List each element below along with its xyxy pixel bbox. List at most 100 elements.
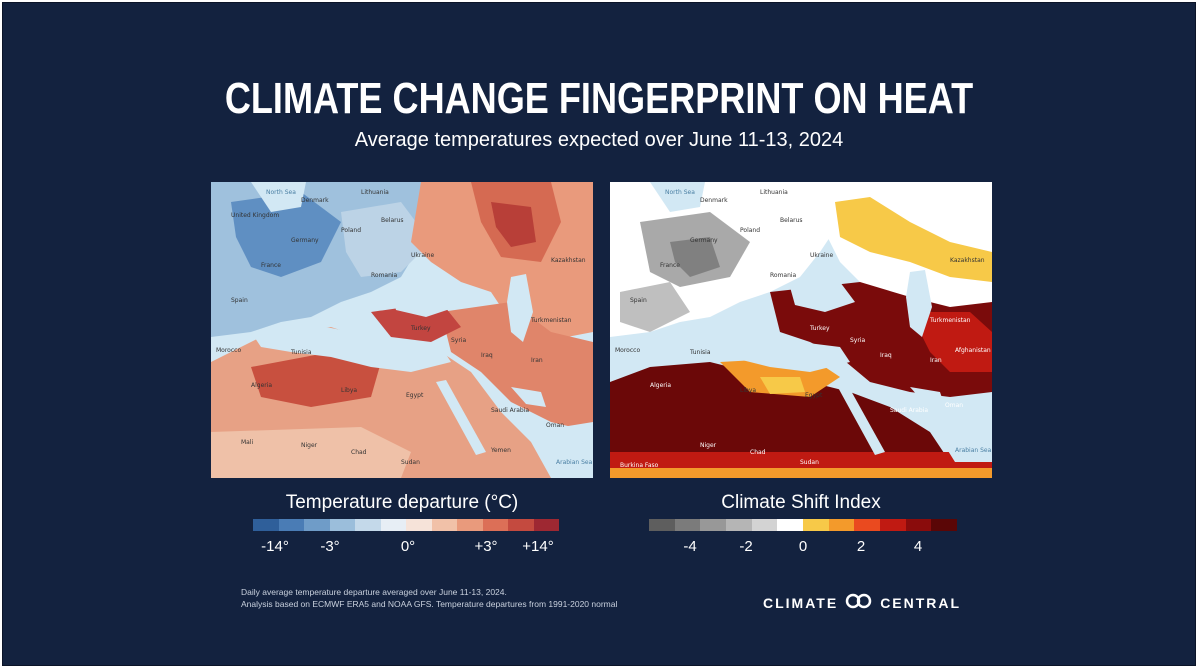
svg-text:Germany: Germany: [291, 237, 319, 244]
brand-word-right: CENTRAL: [880, 594, 962, 611]
temperature-scale-swatch: [253, 519, 279, 531]
svg-text:Ukraine: Ukraine: [411, 252, 434, 259]
csi-scale-swatch: [854, 519, 880, 531]
svg-text:Turkey: Turkey: [410, 325, 431, 332]
temperature-departure-legend-title: Temperature departure (°C): [285, 492, 519, 513]
svg-text:Libya: Libya: [341, 387, 357, 394]
footnote: Daily average temperature departure aver…: [241, 586, 617, 610]
csi-tick-label: 2: [856, 538, 866, 555]
svg-text:Libya: Libya: [740, 387, 756, 394]
temperature-scale-swatch: [355, 519, 381, 531]
temperature-scale-swatch: [304, 519, 330, 531]
svg-text:Arabian Sea: Arabian Sea: [955, 447, 992, 454]
svg-text:Morocco: Morocco: [615, 347, 640, 354]
temperature-tick-label: -3°: [320, 538, 340, 555]
svg-text:Romania: Romania: [371, 272, 398, 279]
temperature-departure-map: North Sea Denmark Lithuania United Kingd…: [211, 182, 593, 478]
svg-text:Belarus: Belarus: [780, 217, 803, 224]
temperature-scale-swatch: [533, 519, 559, 531]
svg-text:Kazakhstan: Kazakhstan: [551, 257, 586, 264]
csi-scale-swatch: [649, 519, 675, 531]
temperature-tick-label: -14°: [261, 538, 289, 555]
temperature-scale-swatch: [278, 519, 304, 531]
svg-text:United Kingdom: United Kingdom: [231, 212, 279, 219]
svg-text:Iran: Iran: [930, 357, 942, 364]
csi-scale-swatch: [931, 519, 957, 531]
temperature-scale-swatch: [406, 519, 432, 531]
svg-text:France: France: [261, 262, 281, 269]
csi-tick-label: 4: [913, 538, 923, 555]
climate-shift-index-map: North Sea Denmark Lithuania Belarus Pola…: [610, 182, 992, 478]
page-title: CLIMATE CHANGE FINGERPRINT ON HEAT: [224, 74, 974, 123]
svg-text:Lithuania: Lithuania: [361, 189, 389, 196]
csi-tick-label: 0: [798, 538, 808, 555]
csi-scale-swatch: [751, 519, 778, 531]
temperature-scale-swatch: [457, 519, 483, 531]
csi-tick-label: -4: [683, 538, 697, 555]
climate-central-rings-icon: [844, 593, 874, 612]
svg-text:Niger: Niger: [700, 442, 717, 449]
svg-text:Morocco: Morocco: [216, 347, 241, 354]
svg-text:Egypt: Egypt: [805, 392, 823, 399]
svg-text:Saudi Arabia: Saudi Arabia: [491, 407, 529, 414]
temperature-scale-swatch: [482, 519, 508, 531]
page-subtitle: Average temperatures expected over June …: [354, 129, 844, 151]
svg-text:Mali: Mali: [241, 439, 254, 446]
svg-text:Chad: Chad: [750, 449, 766, 456]
svg-text:North Sea: North Sea: [665, 189, 695, 196]
svg-text:Romania: Romania: [770, 272, 797, 279]
svg-text:Iran: Iran: [531, 357, 543, 364]
svg-text:Belarus: Belarus: [381, 217, 404, 224]
svg-text:Turkey: Turkey: [809, 325, 830, 332]
climate-shift-index-map-graphic: North Sea Denmark Lithuania Belarus Pola…: [610, 182, 992, 478]
svg-text:Sudan: Sudan: [401, 459, 420, 466]
climate-central-logo: CLIMATE CENTRAL: [763, 593, 961, 612]
footnote-line: Analysis based on ECMWF ERA5 and NOAA GF…: [241, 599, 618, 609]
svg-text:Chad: Chad: [351, 449, 367, 456]
svg-text:Spain: Spain: [630, 297, 647, 304]
svg-text:Poland: Poland: [341, 227, 361, 234]
svg-text:Burkina Faso: Burkina Faso: [620, 462, 659, 469]
svg-text:Afghanistan: Afghanistan: [955, 347, 991, 354]
temperature-departure-color-scale: [253, 519, 559, 531]
climate-shift-index-color-scale: [649, 519, 957, 531]
csi-scale-swatch: [879, 519, 906, 531]
temperature-tick-label: +3°: [474, 538, 498, 555]
temperature-tick-label: +14°: [522, 538, 554, 555]
svg-text:Germany: Germany: [690, 237, 718, 244]
svg-text:Denmark: Denmark: [700, 197, 728, 204]
svg-text:Arabian Sea: Arabian Sea: [556, 459, 593, 466]
svg-text:North Sea: North Sea: [266, 189, 296, 196]
svg-text:Algeria: Algeria: [650, 382, 671, 389]
svg-text:Niger: Niger: [301, 442, 318, 449]
svg-text:Tunisia: Tunisia: [689, 349, 711, 356]
svg-text:Sudan: Sudan: [800, 459, 819, 466]
temperature-scale-swatch: [431, 519, 457, 531]
temperature-departure-map-graphic: North Sea Denmark Lithuania United Kingd…: [211, 182, 593, 478]
footnote-line: Daily average temperature departure aver…: [241, 587, 507, 597]
svg-text:Denmark: Denmark: [301, 197, 329, 204]
svg-text:Spain: Spain: [231, 297, 248, 304]
svg-text:Algeria: Algeria: [251, 382, 272, 389]
svg-text:Ukraine: Ukraine: [810, 252, 833, 259]
brand-word-left: CLIMATE: [763, 594, 839, 611]
temperature-scale-swatch: [380, 519, 406, 531]
csi-scale-swatch: [674, 519, 701, 531]
svg-text:Oman: Oman: [546, 422, 564, 429]
svg-text:Lithuania: Lithuania: [760, 189, 788, 196]
svg-text:Egypt: Egypt: [406, 392, 424, 399]
csi-scale-swatch: [700, 519, 726, 531]
svg-text:Syria: Syria: [850, 337, 865, 344]
svg-text:Tunisia: Tunisia: [290, 349, 312, 356]
temperature-tick-label: 0°: [400, 538, 416, 555]
csi-scale-swatch: [828, 519, 855, 531]
csi-scale-swatch: [725, 519, 752, 531]
svg-text:Turkmenistan: Turkmenistan: [929, 317, 971, 324]
csi-scale-swatch: [802, 519, 829, 531]
svg-text:Turkmenistan: Turkmenistan: [530, 317, 572, 324]
svg-text:Kazakhstan: Kazakhstan: [950, 257, 985, 264]
temperature-scale-swatch: [508, 519, 534, 531]
csi-tick-label: -2: [739, 538, 753, 555]
svg-text:Saudi Arabia: Saudi Arabia: [890, 407, 928, 414]
